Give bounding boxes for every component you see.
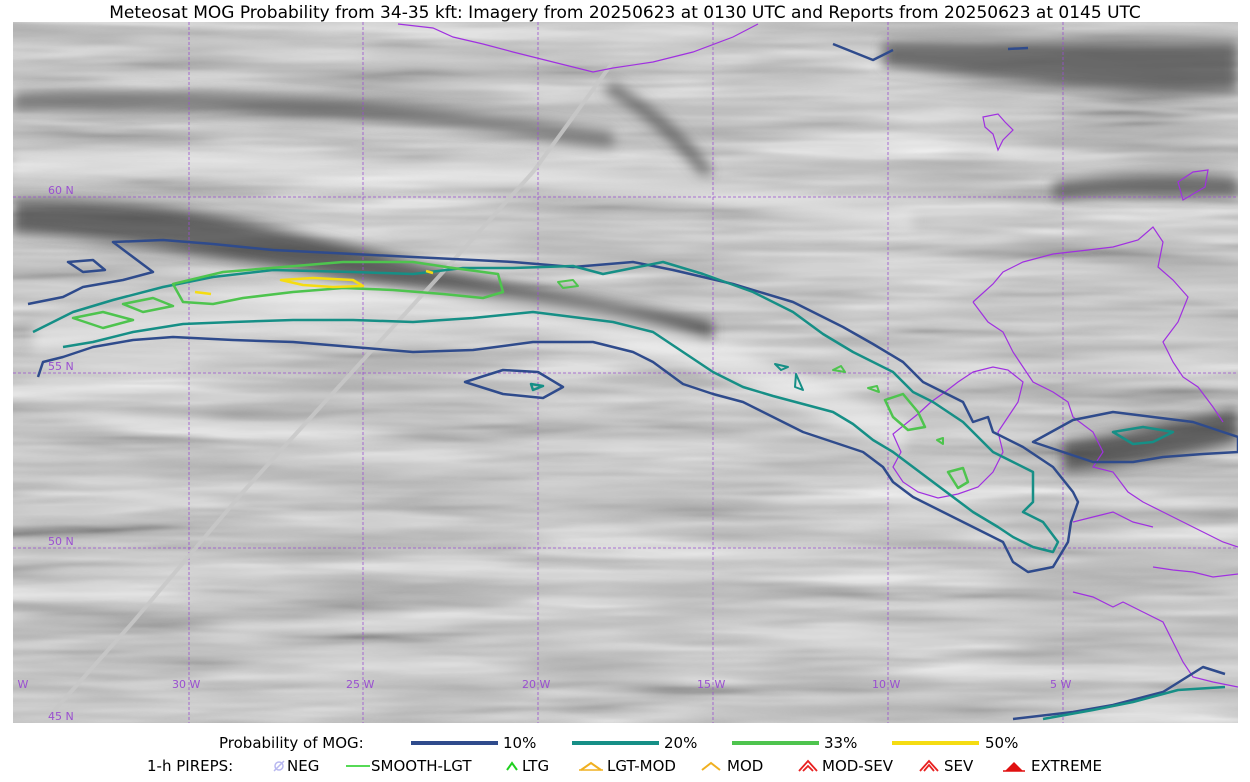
- coast-brittany: [1072, 591, 1238, 688]
- map-title: Meteosat MOG Probability from 34-35 kft:…: [109, 3, 1141, 23]
- contour-20-east: [1111, 425, 1175, 446]
- bright-cloud-bands: [13, 149, 913, 452]
- contour-50-c: [425, 269, 434, 275]
- mod-chevron-icon: [701, 761, 721, 771]
- lon-label-35w: 35 W: [13, 678, 28, 691]
- legend-swatch-50: [892, 741, 979, 745]
- imagery-texture: [13, 22, 1238, 723]
- contour-20-south: [1042, 685, 1226, 721]
- pirep-label-extreme: EXTREME: [1031, 757, 1102, 775]
- lon-label-25w: 25 W: [346, 678, 374, 691]
- contour-33-small-2: [867, 385, 880, 393]
- probability-legend: Probability of MOG: 10% 20% 33% 50%: [0, 732, 1250, 754]
- lat-label-45n: 45 N: [48, 710, 74, 723]
- legend-label-20: 20%: [664, 734, 698, 752]
- lat-label-60n: 60 N: [48, 184, 74, 197]
- smooth-lgt-line-icon: [346, 765, 370, 767]
- legend-swatch-33: [732, 741, 819, 745]
- coast-norway-tip: [1177, 169, 1209, 201]
- contour-10-east-band: [1031, 410, 1238, 464]
- coast-ireland: [892, 366, 1024, 499]
- contour-33-left-2: [121, 296, 175, 314]
- contour-10-west-blob: [66, 258, 107, 274]
- map-axis-labels: 60 N 55 N 50 N 45 N 35 W 30 W 25 W 20 W …: [13, 184, 1071, 723]
- pirep-label-mod-sev: MOD-SEV: [822, 757, 893, 775]
- contour-20-mid-blob: [529, 382, 545, 392]
- pirep-label-sev: SEV: [944, 757, 974, 775]
- lon-label-15w: 15 W: [697, 678, 725, 691]
- coast-wales-england: [1072, 416, 1238, 548]
- sev-symbol-icon: [919, 759, 939, 772]
- contour-10-south: [1012, 665, 1226, 721]
- coast-scotland-west: [972, 301, 1074, 418]
- legend-label-50: 50%: [985, 734, 1019, 752]
- coastlines: [397, 23, 1238, 688]
- pirep-label-lgt-mod: LGT-MOD: [607, 757, 676, 775]
- contour-10-main: [27, 238, 1080, 574]
- lon-label-10w: 10 W: [872, 678, 900, 691]
- coast-cornwall: [1072, 511, 1154, 528]
- neg-symbol-icon: [273, 760, 285, 772]
- coast-scotland: [972, 226, 1224, 423]
- legend-swatch-10: [411, 741, 498, 745]
- legend-label-33: 33%: [824, 734, 858, 752]
- coast-iceland-faroe: [397, 23, 759, 73]
- contour-10-north: [832, 42, 894, 62]
- contour-20-main: [32, 260, 1060, 554]
- contour-33-mid: [557, 279, 579, 289]
- contour-20-mid-1: [774, 363, 789, 371]
- pirep-legend-title: 1-h PIREPS:: [147, 757, 234, 775]
- contour-10-north-2: [1007, 46, 1029, 51]
- contour-33-east-2: [946, 466, 970, 490]
- contour-20-mid-2: [794, 373, 804, 391]
- contour-10-central-blob: [463, 368, 565, 400]
- coast-shetland: [982, 113, 1014, 152]
- lat-label-50n: 50 N: [48, 535, 74, 548]
- flight-track: [51, 60, 615, 714]
- legend-swatch-20: [572, 741, 659, 745]
- satellite-map: 60 N 55 N 50 N 45 N 35 W 30 W 25 W 20 W …: [13, 22, 1238, 723]
- lgt-mod-symbol-icon: [579, 761, 603, 771]
- mod-sev-symbol-icon: [798, 759, 818, 772]
- pirep-label-ltg: LTG: [522, 757, 550, 775]
- pirep-legend: 1-h PIREPS: NEG SMOOTH-LGT LTG LGT-MOD M…: [0, 755, 1250, 777]
- contour-33-east: [883, 392, 927, 432]
- contour-50-a: [279, 276, 365, 289]
- mog-contours: [27, 42, 1238, 721]
- pirep-label-smooth-lgt: SMOOTH-LGT: [371, 757, 472, 775]
- contour-33-small-3: [936, 437, 944, 445]
- lon-label-30w: 30 W: [172, 678, 200, 691]
- contour-50-b: [194, 290, 212, 296]
- contour-33-small-1: [832, 365, 846, 373]
- lon-label-5w: 5 W: [1050, 678, 1071, 691]
- legend-label-10: 10%: [503, 734, 537, 752]
- contour-33-left: [71, 310, 135, 330]
- ltg-chevron-icon: [506, 761, 518, 771]
- pirep-label-neg: NEG: [287, 757, 320, 775]
- extreme-symbol-icon: [1003, 762, 1025, 772]
- lat-label-55n: 55 N: [48, 360, 74, 373]
- coast-france-north: [1152, 566, 1238, 578]
- pirep-label-mod: MOD: [727, 757, 764, 775]
- probability-legend-title: Probability of MOG:: [219, 734, 364, 752]
- lon-label-20w: 20 W: [522, 678, 550, 691]
- contour-33-main: [171, 260, 505, 306]
